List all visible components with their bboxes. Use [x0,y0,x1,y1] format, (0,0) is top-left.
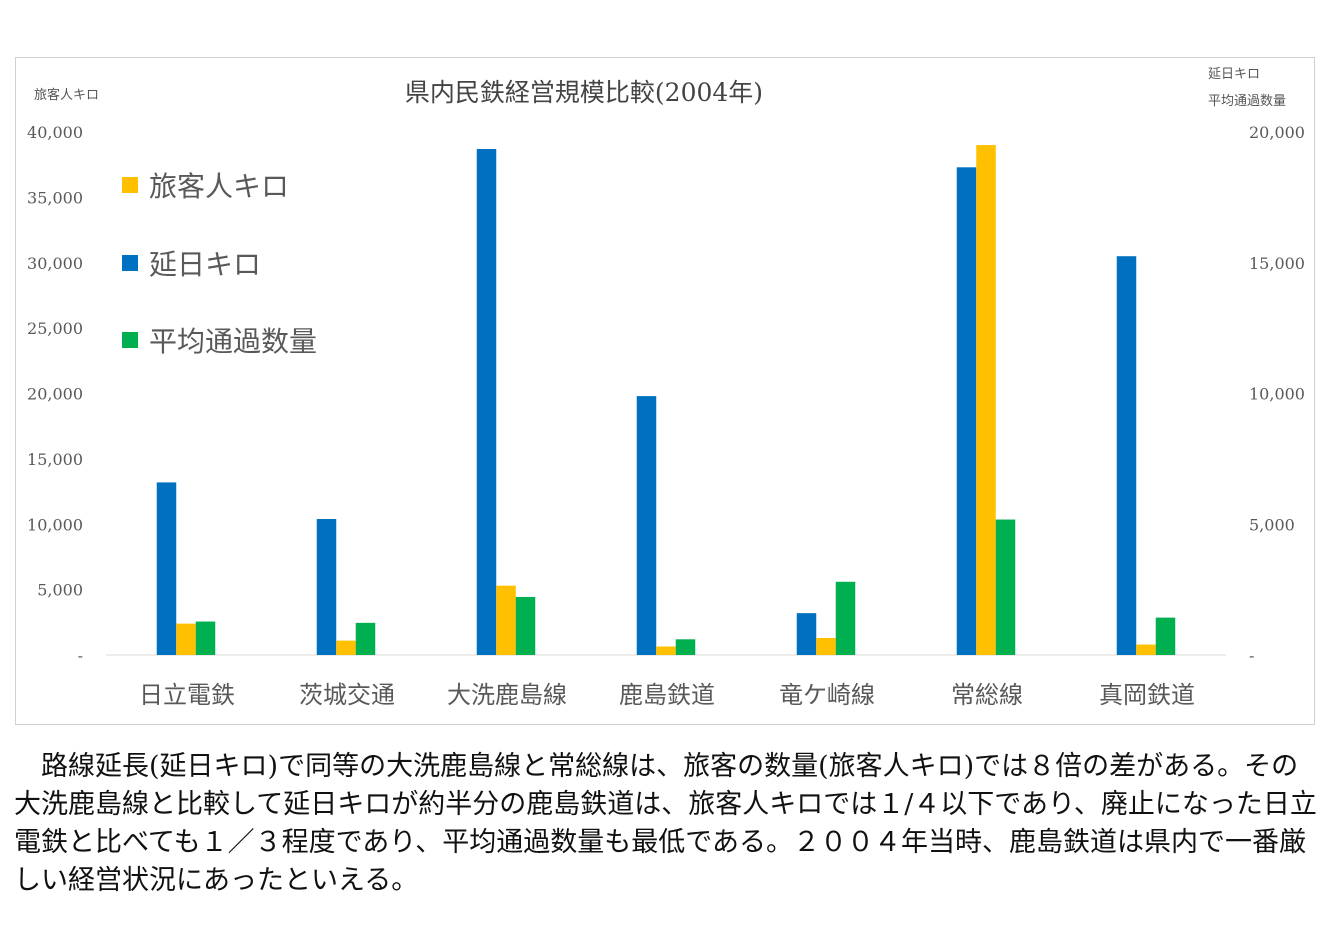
bar-avg-traffic [515,596,536,655]
chart-frame: 県内民鉄経営規模比較(2004年) 旅客人キロ 延日キロ 平均通過数量 -5,000 10… [15,57,1315,725]
y-tick-left: 5,000 [37,581,83,600]
bar-avg-traffic [835,581,856,655]
bar-passenger-km [816,638,836,655]
y-tick-right: 5,000 [1249,515,1295,534]
bar-avg-traffic [995,519,1016,655]
legend-label: 延日キロ [149,248,261,281]
left-axis-label: 旅客人キロ [34,87,99,103]
bar-passenger-km [496,585,516,655]
bar-span-km [636,396,657,655]
chart-caption: 路線延長(延日キロ)で同等の大洗鹿島線と常総線は、旅客の数量(旅客人キロ)では８… [14,751,1317,896]
y-tick-left: - [78,646,83,665]
chart-title: 県内民鉄経営規模比較(2004年) [405,78,763,107]
x-tick-label: 茨城交通 [299,681,395,709]
bar-avg-traffic [355,622,376,655]
x-tick-label: 大洗鹿島線 [447,681,567,709]
y-tick-left: 25,000 [27,319,83,338]
bar-span-km [476,148,497,655]
bar-span-km [796,613,817,655]
chart: 県内民鉄経営規模比較(2004年)旅客人キロ延日キロ平均通過数量-5,00010… [27,67,1305,709]
bar-passenger-km [656,646,676,655]
y-tick-left: 10,000 [27,515,83,534]
x-tick-label: 鹿島鉄道 [619,681,715,709]
bar-avg-traffic [1155,617,1176,655]
bar-passenger-km [176,623,196,655]
bar-span-km [1116,256,1137,655]
y-tick-right: - [1249,646,1254,665]
legend-label: 旅客人キロ [149,170,289,203]
y-tick-left: 30,000 [27,254,83,273]
right-axis-label: 平均通過数量 [1208,94,1286,109]
legend-swatch [122,255,138,271]
legend-swatch [122,332,138,348]
x-tick-label: 真岡鉄道 [1099,681,1195,709]
bar-span-km [316,519,337,655]
legend-swatch [122,177,138,193]
y-tick-right: 15,000 [1249,254,1305,273]
x-tick-label: 竜ケ崎線 [779,681,875,709]
bar-span-km [156,482,177,655]
y-tick-left: 40,000 [27,123,83,142]
right-axis-label: 延日キロ [1208,67,1260,82]
y-tick-left: 35,000 [27,188,83,207]
bar-avg-traffic [675,639,696,655]
x-tick-label: 常総線 [951,681,1023,709]
y-tick-left: 20,000 [27,385,83,404]
bar-passenger-km [976,145,996,655]
x-tick-label: 日立電鉄 [139,681,235,709]
bar-span-km [956,167,977,655]
bar-passenger-km [1136,644,1156,655]
legend-label: 平均通過数量 [149,325,317,358]
bar-passenger-km [336,640,356,655]
y-tick-right: 10,000 [1249,385,1305,404]
y-tick-left: 15,000 [27,450,83,469]
bar-avg-traffic [195,621,216,655]
y-tick-right: 20,000 [1249,123,1305,142]
